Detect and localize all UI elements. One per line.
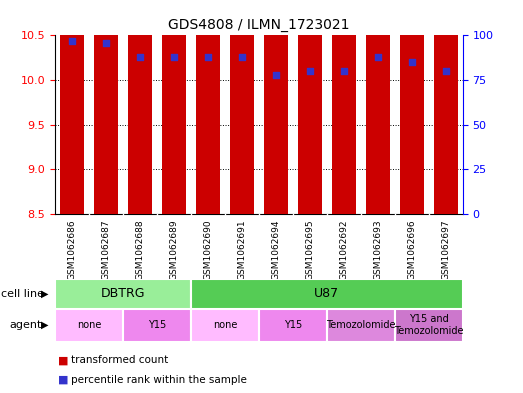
Text: percentile rank within the sample: percentile rank within the sample [71, 375, 246, 385]
Text: GSM1062690: GSM1062690 [203, 219, 212, 280]
Text: transformed count: transformed count [71, 355, 168, 365]
Text: GSM1062688: GSM1062688 [135, 219, 144, 280]
Bar [400, 0, 424, 214]
Bar [94, 0, 118, 214]
Bar [332, 0, 356, 214]
Bar [191, 309, 259, 342]
Point [203, 54, 212, 60]
Text: GSM1062686: GSM1062686 [67, 219, 76, 280]
Text: ■: ■ [58, 375, 68, 385]
Text: GSM1062697: GSM1062697 [441, 219, 450, 280]
Point [339, 68, 348, 74]
Text: Y15: Y15 [284, 320, 302, 330]
Point [237, 54, 246, 60]
Text: GSM1062695: GSM1062695 [305, 219, 314, 280]
Text: cell line: cell line [1, 289, 43, 299]
Point [67, 38, 76, 44]
Text: ▶: ▶ [41, 289, 48, 299]
Title: GDS4808 / ILMN_1723021: GDS4808 / ILMN_1723021 [168, 18, 350, 31]
Bar [128, 0, 152, 214]
Point [305, 68, 314, 74]
Text: agent: agent [9, 320, 42, 330]
Bar [298, 0, 322, 214]
Text: Y15: Y15 [148, 320, 166, 330]
Bar [327, 309, 395, 342]
Point [441, 68, 450, 74]
Text: ■: ■ [58, 355, 68, 365]
Bar [55, 279, 191, 309]
Text: DBTRG: DBTRG [100, 287, 145, 300]
Bar [259, 309, 327, 342]
Text: ▶: ▶ [41, 320, 48, 330]
Bar [196, 0, 220, 214]
Text: U87: U87 [314, 287, 339, 300]
Point [101, 39, 110, 46]
Text: GSM1062687: GSM1062687 [101, 219, 110, 280]
Bar [264, 0, 288, 214]
Bar [60, 0, 84, 214]
Text: GSM1062689: GSM1062689 [169, 219, 178, 280]
Text: GSM1062693: GSM1062693 [373, 219, 382, 280]
Bar [395, 309, 463, 342]
Bar [191, 279, 463, 309]
Point [169, 54, 178, 60]
Bar [366, 0, 390, 214]
Point [407, 59, 416, 65]
Text: none: none [77, 320, 101, 330]
Text: GSM1062694: GSM1062694 [271, 219, 280, 280]
Text: Temozolomide: Temozolomide [326, 320, 395, 330]
Bar [434, 0, 458, 214]
Text: GSM1062696: GSM1062696 [407, 219, 416, 280]
Point [271, 72, 280, 78]
Bar [123, 309, 191, 342]
Text: Y15 and
Temozolomide: Y15 and Temozolomide [394, 314, 463, 336]
Text: GSM1062692: GSM1062692 [339, 219, 348, 280]
Bar [230, 0, 254, 214]
Text: GSM1062691: GSM1062691 [237, 219, 246, 280]
Point [135, 54, 144, 60]
Text: none: none [213, 320, 237, 330]
Point [373, 54, 382, 60]
Bar [55, 309, 123, 342]
Bar [162, 0, 186, 214]
